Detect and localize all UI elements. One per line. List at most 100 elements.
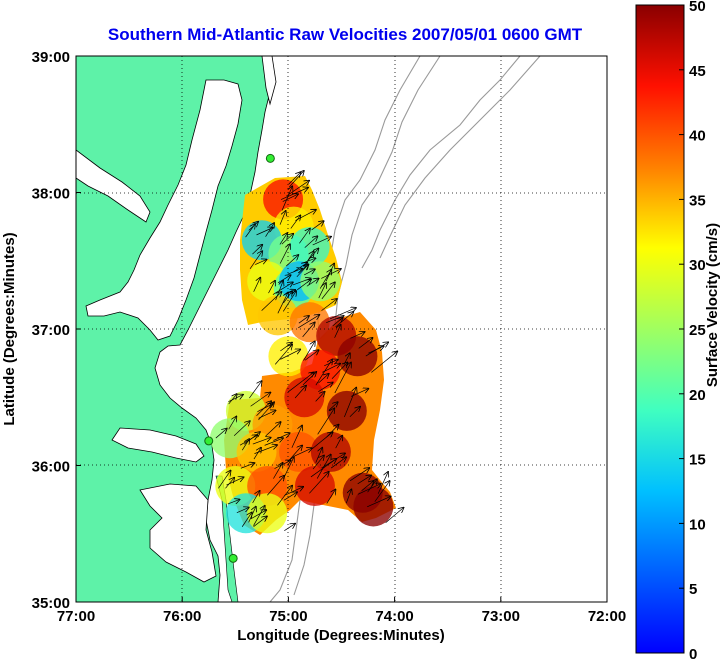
velocity-arrow (284, 487, 303, 496)
radar-station-marker (204, 436, 214, 446)
velocity-arrow (252, 491, 260, 504)
velocity-arrow (349, 407, 360, 417)
y-tick-label: 37:00 (32, 322, 70, 339)
velocity-arrow (233, 421, 250, 436)
velocity-arrow (295, 210, 315, 221)
velocity-arrow (330, 457, 346, 469)
velocity-arrow (265, 223, 275, 237)
velocity-arrow (368, 346, 383, 354)
velocity-arrow (250, 393, 271, 407)
radar-stations (204, 153, 275, 563)
velocity-arrow (228, 417, 237, 430)
velocity-arrow (280, 349, 300, 360)
velocity-cell (289, 227, 330, 268)
velocity-arrow (282, 291, 296, 312)
velocity-field (209, 171, 404, 535)
velocity-arrow (318, 283, 326, 299)
plot-area (76, 56, 607, 602)
colorbar-tick-label: 10 (689, 516, 706, 533)
velocity-arrow (273, 433, 289, 441)
velocity-arrow (226, 477, 243, 486)
x-tick-labels: 77:00 76:00 75:00 74:00 73:00 72:00 (57, 597, 626, 625)
velocity-arrow (279, 233, 287, 245)
grid-lines (76, 56, 607, 602)
colorbar-tick-label: 20 (689, 387, 706, 404)
y-axis-label: Latitude (Degrees:Minutes) (1, 232, 18, 425)
velocity-arrow (252, 438, 271, 445)
colorbar-tick-label: 35 (689, 192, 706, 209)
velocity-arrow (318, 374, 328, 384)
velocity-arrow (326, 490, 336, 504)
velocity-arrow (281, 187, 292, 211)
colorbar-tick-label: 15 (689, 452, 706, 469)
colorbar-tick-label: 45 (689, 63, 706, 80)
y-tick-label: 38:00 (32, 186, 70, 203)
velocity-arrow (258, 410, 276, 419)
velocity-arrow (307, 249, 318, 261)
colorbar-tick-label: 0 (689, 646, 697, 659)
velocity-arrow (279, 244, 290, 264)
velocity-arrow (304, 269, 315, 276)
velocity-arrow (321, 299, 337, 311)
velocity-arrow (236, 508, 249, 513)
velocity-arrow (294, 386, 306, 399)
velocity-arrow (261, 292, 282, 311)
velocity-arrow (277, 293, 288, 314)
velocity-arrow (299, 229, 309, 244)
albemarle-sound (111, 427, 205, 463)
velocity-arrow (319, 270, 331, 289)
velocity-arrow (302, 372, 316, 386)
velocity-arrow (331, 362, 347, 379)
colorbar-label: Surface Velocity (cm/s) (704, 223, 721, 387)
velocity-arrow (268, 281, 275, 294)
velocity-arrow (358, 338, 373, 349)
velocity-arrow (241, 513, 251, 527)
velocity-arrow (334, 325, 341, 338)
velocity-arrow (279, 211, 286, 225)
velocity-arrow (326, 425, 339, 438)
x-tick-label: 72:00 (588, 608, 626, 625)
x-tick-label: 77:00 (57, 608, 95, 625)
x-tick-label: 73:00 (482, 608, 520, 625)
velocity-arrow (274, 345, 292, 365)
velocity-arrow (286, 181, 309, 197)
velocity-cell (257, 295, 298, 336)
velocity-arrow (290, 216, 301, 229)
velocity-arrow (332, 318, 343, 327)
velocity-arrow (283, 492, 297, 501)
chesapeake-bay (85, 79, 243, 341)
velocity-arrow (253, 278, 261, 292)
velocity-arrow (296, 264, 309, 278)
velocity-arrow (377, 472, 388, 494)
velocity-arrow (298, 315, 319, 329)
velocity-arrow (312, 237, 331, 246)
y-tick-label: 35:00 (32, 595, 70, 612)
velocity-arrow (255, 260, 266, 265)
velocity-arrow (253, 448, 261, 460)
velocity-arrow (252, 245, 262, 255)
velocity-arrow (367, 496, 390, 508)
velocity-arrow (371, 351, 397, 373)
velocity-arrow (225, 478, 234, 489)
velocity-arrow (284, 524, 295, 531)
velocity-arrow (257, 404, 272, 413)
velocity-arrow (385, 508, 404, 524)
velocity-cell (337, 336, 378, 377)
x-tick-label: 75:00 (269, 608, 307, 625)
velocity-arrow (357, 484, 381, 495)
velocity-arrow (227, 500, 240, 505)
velocity-arrow (357, 475, 371, 485)
velocity-arrow (350, 389, 368, 397)
velocity-arrow (315, 360, 332, 386)
velocity-arrow (297, 280, 311, 291)
velocity-arrow (298, 316, 309, 324)
colorbar-tick-label: 25 (689, 322, 706, 339)
velocity-arrow (303, 341, 315, 361)
x-axis-label: Longitude (Degrees:Minutes) (237, 627, 445, 644)
velocity-arrow (218, 471, 230, 489)
velocity-arrow (215, 429, 227, 439)
x-tick-label: 76:00 (163, 608, 201, 625)
velocity-arrow (249, 251, 262, 269)
velocity-arrow (318, 383, 332, 392)
